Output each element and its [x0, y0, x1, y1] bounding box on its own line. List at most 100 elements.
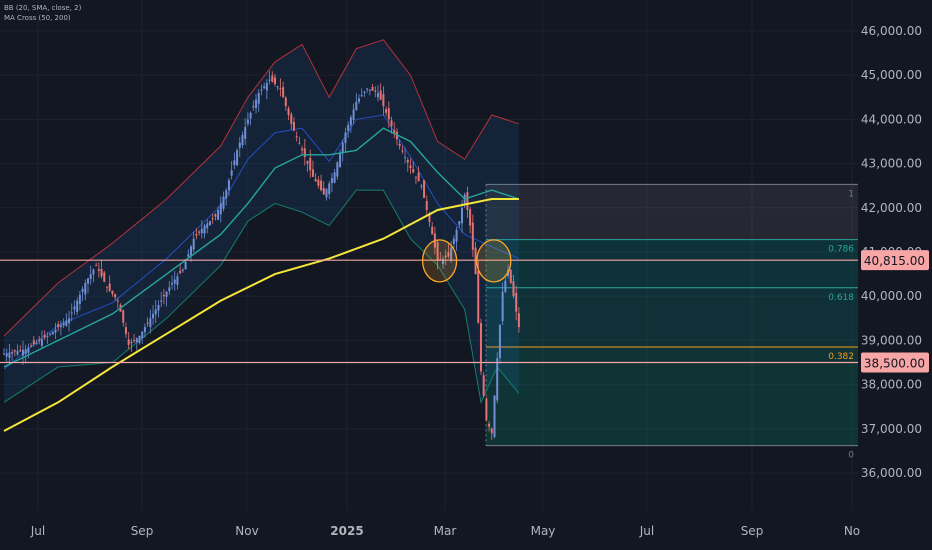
candle-body [309, 157, 312, 171]
time-axis[interactable]: Jul Sep Nov 2025 Mar May Jul Sep No [30, 524, 860, 538]
candle-body [133, 340, 136, 342]
candle-body [244, 127, 247, 139]
y-tick-label: 39,000.00 [861, 333, 922, 347]
candle-body [406, 159, 409, 163]
candle-body [371, 86, 374, 91]
candle-body [425, 200, 428, 211]
candle-body [16, 350, 19, 355]
candle-body [482, 375, 485, 396]
fib-zone [486, 287, 858, 348]
candle-body [255, 99, 258, 109]
candle-body [57, 324, 60, 328]
candle-body [32, 340, 35, 345]
y-tick-label: 36,000.00 [861, 466, 922, 480]
x-tick-label: Mar [434, 524, 457, 538]
y-tick-label: 38,000.00 [861, 378, 922, 392]
bb-fill [4, 39, 519, 403]
candle-body [162, 294, 165, 297]
x-tick-label: Sep [131, 524, 154, 538]
level-price-tag [861, 352, 929, 373]
candle-body [35, 342, 38, 344]
candle-body [62, 322, 65, 326]
candle-body [65, 320, 68, 326]
candle-body [8, 352, 11, 358]
y-tick-label: 44,000.00 [861, 112, 922, 126]
candle-body [390, 120, 393, 127]
candle-body [349, 117, 352, 126]
fib-label: 1 [848, 189, 854, 199]
candle-body [387, 108, 390, 120]
candle-body [458, 221, 461, 225]
candle-body [222, 196, 225, 209]
candle-body [73, 306, 76, 310]
level-price-tag [861, 250, 929, 271]
level-price-label: 40,815.00 [864, 254, 925, 268]
candle-body [24, 349, 27, 355]
candle-body [509, 269, 512, 283]
candle-body [477, 270, 480, 323]
candle-body [152, 313, 155, 319]
candle-body [382, 94, 385, 107]
highlight-circle [476, 239, 512, 283]
x-tick-label: Sep [741, 524, 764, 538]
fib-zone [486, 239, 858, 288]
candle-body [298, 142, 301, 144]
candle-body [160, 300, 163, 302]
candle-body [303, 148, 306, 157]
candle-body [200, 228, 203, 234]
candle-body [517, 313, 520, 328]
candle-body [49, 333, 52, 335]
candle-body [311, 169, 314, 177]
candle-body [379, 90, 382, 100]
bb-legend[interactable]: BB (20, SMA, close, 2) [4, 4, 82, 12]
price-axis[interactable]: 36,000.00 37,000.00 38,000.00 39,000.00 40,0… [861, 24, 929, 480]
candle-body [471, 222, 474, 250]
moving-averages [3, 127, 520, 432]
candle-body [460, 207, 463, 224]
candle-body [450, 247, 453, 261]
candle-body [95, 265, 98, 267]
candle-body [122, 310, 125, 323]
candle-body [19, 350, 22, 352]
candle-body [54, 329, 57, 333]
candle-body [504, 280, 507, 292]
ma-legend[interactable]: MA Cross (50, 200) [4, 14, 71, 22]
candle-body [355, 101, 358, 110]
y-tick-label: 42,000.00 [861, 201, 922, 215]
candle-body [146, 322, 149, 324]
candle-body [70, 312, 73, 314]
candle-body [13, 350, 16, 352]
candle-body [328, 183, 331, 195]
candle-body [214, 214, 217, 217]
candle-body [81, 288, 84, 293]
candle-body [127, 339, 130, 345]
fib-zone [486, 184, 858, 240]
x-tick-label: Nov [235, 524, 258, 538]
x-tick-label: Jul [30, 524, 45, 538]
candle-body [217, 210, 220, 220]
candle-body [474, 247, 477, 275]
candle-body [11, 352, 14, 354]
candle-body [393, 129, 396, 133]
candle-body [314, 179, 317, 182]
candle-body [447, 252, 450, 257]
candle-body [227, 180, 230, 191]
candle-body [143, 327, 146, 333]
candle-body [135, 338, 138, 343]
fib-label: 0 [848, 451, 854, 461]
x-tick-label: No [844, 524, 860, 538]
candle-body [490, 428, 493, 434]
candle-body [187, 254, 190, 257]
ma200-line [3, 198, 519, 432]
candle-body [124, 327, 127, 334]
bb-upper [3, 39, 520, 337]
candle-body [263, 86, 266, 89]
candle-body [108, 283, 111, 291]
y-tick-label: 40,000.00 [861, 289, 922, 303]
candle-body [295, 136, 298, 138]
y-tick-label: 37,000.00 [861, 422, 922, 436]
candle-body [423, 179, 426, 198]
candle-body [469, 209, 472, 226]
candles [3, 70, 520, 440]
